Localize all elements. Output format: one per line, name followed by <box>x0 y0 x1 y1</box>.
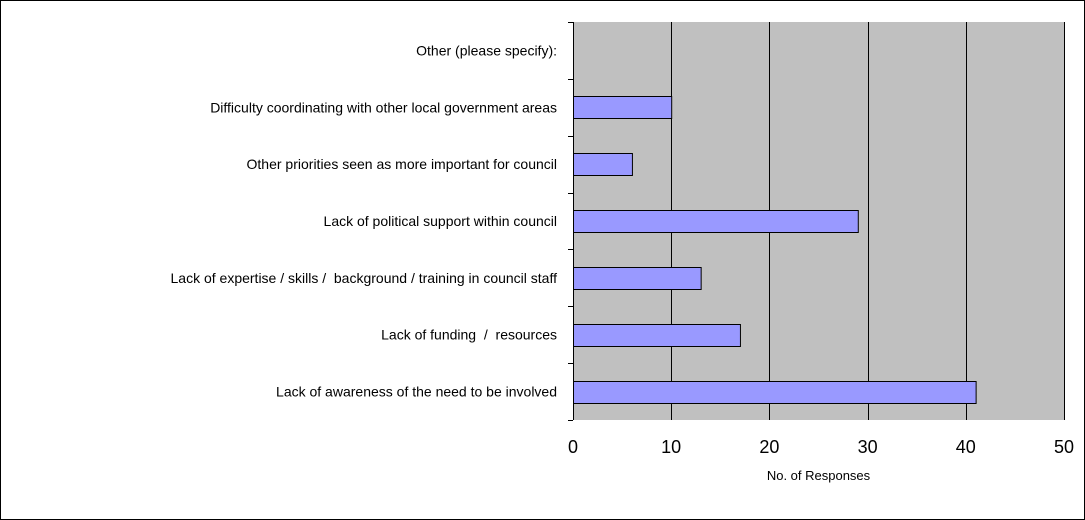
category-label: Lack of political support within council <box>324 213 557 229</box>
x-tick-labels: 0 10 20 30 40 50 <box>568 437 1074 457</box>
axes <box>568 22 574 421</box>
category-labels: Other (please specify): Difficulty coordi… <box>171 42 558 399</box>
x-tick-label: 0 <box>568 437 578 457</box>
x-tick-label: 40 <box>956 437 976 457</box>
bar <box>573 153 633 176</box>
x-tick-label: 50 <box>1054 437 1074 457</box>
x-tick-label: 30 <box>858 437 878 457</box>
bar <box>573 381 977 404</box>
category-label: Difficulty coordinating with other local… <box>210 99 557 115</box>
bars <box>573 96 977 404</box>
bar <box>573 324 741 347</box>
category-label: Lack of awareness of the need to be invo… <box>276 384 557 400</box>
bar <box>573 267 702 290</box>
x-tick-label: 10 <box>661 437 681 457</box>
x-axis-title: No. of Responses <box>767 468 871 483</box>
category-label: Other priorities seen as more important … <box>247 156 557 172</box>
category-label: Lack of funding / resources <box>381 327 557 343</box>
bar <box>573 210 859 233</box>
category-label: Lack of expertise / skills / background … <box>171 270 558 286</box>
x-tick-label: 20 <box>759 437 779 457</box>
category-label: Other (please specify): <box>416 42 557 58</box>
bar <box>573 96 673 119</box>
